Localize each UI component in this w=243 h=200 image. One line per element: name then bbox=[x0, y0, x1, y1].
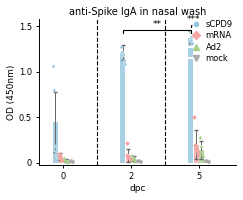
Point bbox=[59, 158, 63, 161]
Point bbox=[192, 116, 196, 119]
Point bbox=[201, 154, 205, 157]
Point bbox=[191, 41, 194, 44]
Point bbox=[139, 160, 143, 164]
Point bbox=[69, 160, 73, 163]
Point bbox=[128, 158, 132, 161]
Point bbox=[58, 155, 61, 158]
Point bbox=[207, 160, 210, 164]
Point bbox=[60, 158, 64, 162]
Point bbox=[52, 88, 56, 92]
Point bbox=[126, 155, 130, 158]
Point bbox=[130, 153, 134, 156]
Bar bbox=[52, 122, 58, 163]
Point bbox=[71, 160, 75, 164]
Point bbox=[195, 149, 199, 153]
Bar bbox=[126, 156, 131, 163]
Point bbox=[63, 158, 67, 162]
Point bbox=[55, 154, 59, 157]
X-axis label: dpc: dpc bbox=[130, 184, 146, 193]
Point bbox=[187, 29, 191, 33]
Point bbox=[131, 156, 135, 159]
Point bbox=[53, 145, 57, 148]
Point bbox=[70, 160, 74, 164]
Point bbox=[136, 159, 139, 162]
Bar bbox=[199, 150, 204, 163]
Point bbox=[121, 54, 125, 57]
Point bbox=[59, 156, 62, 159]
Point bbox=[190, 38, 193, 42]
Text: **: ** bbox=[152, 20, 161, 29]
Point bbox=[64, 159, 68, 163]
Title: anti-Spike IgA in nasal wash: anti-Spike IgA in nasal wash bbox=[69, 7, 207, 17]
Point bbox=[198, 136, 202, 139]
Text: ***: *** bbox=[187, 15, 200, 24]
Point bbox=[66, 160, 69, 164]
Point bbox=[200, 150, 203, 154]
Point bbox=[133, 158, 137, 162]
Point bbox=[125, 141, 129, 144]
Point bbox=[52, 65, 55, 68]
Point bbox=[133, 159, 137, 163]
Bar bbox=[69, 161, 74, 163]
Bar bbox=[63, 161, 69, 163]
Point bbox=[204, 159, 208, 163]
Point bbox=[189, 36, 193, 39]
Point bbox=[188, 32, 192, 35]
Bar bbox=[137, 161, 142, 163]
Point bbox=[196, 152, 200, 155]
Point bbox=[193, 143, 197, 146]
Bar bbox=[120, 53, 125, 163]
Point bbox=[125, 153, 129, 156]
Point bbox=[194, 147, 198, 150]
Bar bbox=[58, 156, 63, 163]
Point bbox=[205, 160, 209, 163]
Point bbox=[137, 160, 141, 163]
Point bbox=[119, 46, 123, 49]
Point bbox=[206, 160, 210, 164]
Point bbox=[54, 149, 58, 153]
Point bbox=[69, 159, 72, 163]
Point bbox=[199, 145, 203, 148]
Legend: sCPD9, mRNA, Ad2, mock: sCPD9, mRNA, Ad2, mock bbox=[184, 16, 236, 66]
Bar bbox=[204, 161, 209, 163]
Point bbox=[62, 157, 66, 160]
Point bbox=[120, 50, 124, 53]
Point bbox=[136, 159, 140, 163]
Point bbox=[65, 160, 69, 163]
Point bbox=[123, 62, 127, 65]
Point bbox=[138, 160, 142, 164]
Point bbox=[200, 152, 204, 155]
Point bbox=[203, 159, 207, 162]
Point bbox=[127, 157, 131, 160]
Bar bbox=[193, 145, 199, 163]
Point bbox=[132, 158, 136, 161]
Y-axis label: OD (450nm): OD (450nm) bbox=[7, 64, 16, 120]
Point bbox=[122, 59, 126, 63]
Bar bbox=[131, 158, 136, 163]
Point bbox=[68, 159, 72, 162]
Point bbox=[57, 152, 61, 155]
Bar bbox=[188, 38, 193, 163]
